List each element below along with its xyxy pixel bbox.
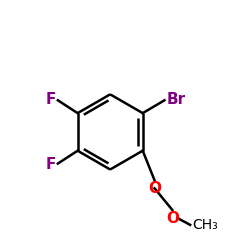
Text: O: O (148, 181, 161, 196)
Text: O: O (166, 211, 179, 226)
Text: Br: Br (166, 92, 186, 107)
Text: CH₃: CH₃ (192, 218, 218, 232)
Text: F: F (46, 157, 56, 172)
Text: F: F (46, 92, 56, 107)
